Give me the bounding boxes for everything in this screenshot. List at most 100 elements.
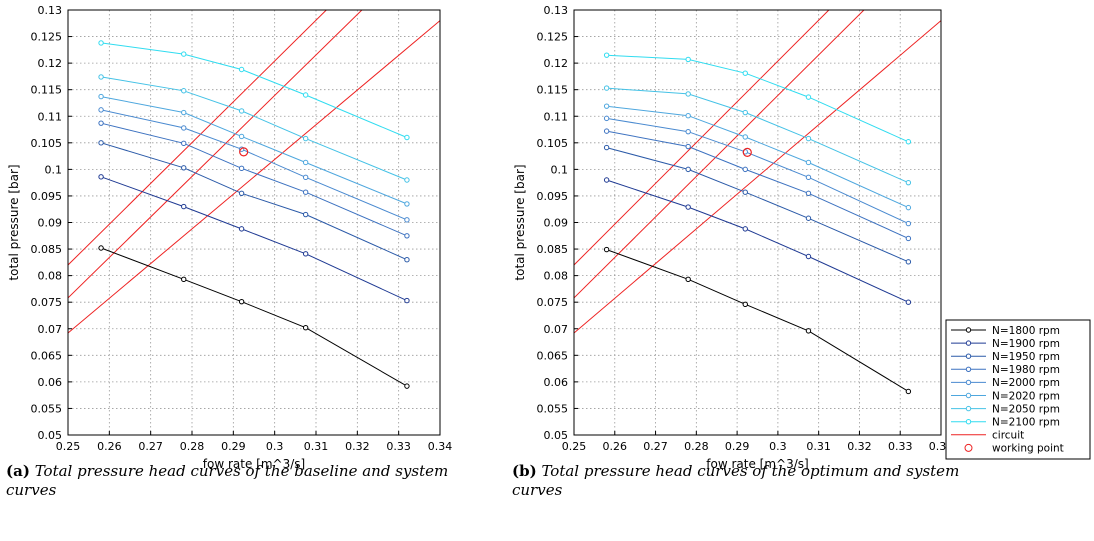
chart-b-y-tick-label: 0.11 xyxy=(544,110,569,123)
chart-a-y-tick-label: 0.13 xyxy=(38,4,63,17)
chart-a-series-point xyxy=(181,88,187,94)
chart-b-series-point xyxy=(905,259,912,265)
chart-b-series-point xyxy=(603,115,610,122)
chart-b-y-tick-label: 0.065 xyxy=(537,349,569,362)
chart-a-y-tick-label: 0.085 xyxy=(31,243,63,256)
chart-b-y-tick-label: 0.05 xyxy=(544,429,569,442)
chart-b-series-point xyxy=(685,204,691,210)
chart-a-series-point xyxy=(181,276,187,283)
chart-b-series-point xyxy=(603,52,610,58)
chart-a-series-point xyxy=(302,174,309,181)
chart-b-y-tick-label: 0.09 xyxy=(544,217,569,230)
chart-b-series-point xyxy=(685,56,691,63)
chart-b-series-point xyxy=(905,220,912,227)
chart-b-legend-label: N=2000 rpm xyxy=(992,377,1060,389)
chart-b-legend-label: circuit xyxy=(992,430,1024,442)
chart-b-frame xyxy=(573,9,942,436)
chart-a-series-point xyxy=(404,217,410,223)
chart-a-series-point xyxy=(302,211,309,218)
chart-b-series-point xyxy=(603,128,610,134)
chart-a-y-tick-label: 0.08 xyxy=(38,270,63,283)
chart-b-circuit-line-2 xyxy=(574,10,865,299)
chart-a-series-point xyxy=(238,66,245,73)
chart-a-series-point xyxy=(181,109,187,116)
chart-b-series-point xyxy=(742,226,748,232)
chart-a-series-point xyxy=(404,383,410,389)
chart-a-series-point xyxy=(98,245,104,251)
chart-b-series-point xyxy=(742,109,748,116)
chart-b-series-point xyxy=(685,166,691,173)
chart-a: 0.25 0.26 0.27 0.28 0.29 0.3 0.31 0.32 0.33 0.34 0… xyxy=(7,4,452,471)
chart-b-y-tick-label: 0.07 xyxy=(544,323,569,336)
chart-b-series-point xyxy=(805,135,812,142)
chart-b-legend-marker xyxy=(965,392,972,399)
chart-b-series-point xyxy=(685,143,691,150)
chart-a-x-tick-label: 0.33 xyxy=(386,440,411,453)
chart-b-y-tick-label: 0.08 xyxy=(544,270,569,283)
chart-b-legend-marker xyxy=(965,340,972,346)
chart-a-series-point xyxy=(302,92,309,98)
chart-b-y-tick-label: 0.105 xyxy=(537,137,569,150)
chart-a-y-tick-label: 0.12 xyxy=(38,57,63,70)
chart-b-series-point xyxy=(685,91,691,97)
chart-b-legend-label: N=1950 rpm xyxy=(992,351,1060,363)
chart-a-series-point xyxy=(98,107,104,113)
chart-a-series-point xyxy=(404,134,410,141)
chart-a-series-point xyxy=(302,135,309,142)
chart-a-series-point xyxy=(404,201,410,207)
chart-a-series-point xyxy=(238,165,245,172)
chart-b: 0.25 0.26 0.27 0.28 0.29 0.3 0.31 0.32 0.33 0.340… xyxy=(513,4,1091,471)
chart-b-x-tick-label: 0.3 xyxy=(769,440,787,453)
chart-a-series-point xyxy=(302,251,309,257)
chart-a-x-axis-label: fow rate [m^3/s] xyxy=(203,457,305,471)
chart-b-y-tick-label: 0.075 xyxy=(537,296,569,309)
chart-a-series-point xyxy=(181,125,187,131)
caption-a-tag: (a) xyxy=(6,462,30,480)
chart-b-y-tick-label: 0.115 xyxy=(537,84,569,97)
chart-b-series-point xyxy=(742,301,748,308)
chart-a-series-point xyxy=(181,140,187,147)
chart-a-circuit-line-3 xyxy=(68,20,440,334)
chart-b-series-point xyxy=(742,134,748,140)
chart-b-series-point xyxy=(905,204,912,211)
chart-a-series-point xyxy=(181,165,187,171)
chart-b-series-point xyxy=(805,190,812,196)
chart-a-x-tick-label: 0.3 xyxy=(266,440,284,453)
chart-b-series-point xyxy=(805,328,812,334)
chart-b-x-tick-label: 0.27 xyxy=(643,440,668,453)
chart-b-series-point xyxy=(905,139,912,145)
chart-b-data-layer xyxy=(574,10,941,395)
chart-a-y-axis-label: total pressure [bar] xyxy=(7,164,21,280)
chart-b-x-tick-label: 0.29 xyxy=(725,440,750,453)
chart-a-frame xyxy=(67,9,441,436)
chart-a-series-point xyxy=(404,297,410,304)
chart-a-y-tick-label: 0.055 xyxy=(31,402,63,415)
chart-a-series-point xyxy=(238,133,245,140)
chart-a-series-point xyxy=(98,40,104,46)
chart-a-data-layer xyxy=(68,10,440,389)
caption-a: (a) Total pressure head curves of the ba… xyxy=(6,462,486,500)
chart-a-series-point xyxy=(404,256,410,263)
chart-a-working-point xyxy=(239,147,249,157)
chart-b-series-point xyxy=(905,299,912,305)
chart-a-y-tick-label: 0.1 xyxy=(45,163,63,176)
chart-b-x-axis-label: fow rate [m^3/s] xyxy=(706,457,808,471)
chart-a-y-tick-label: 0.075 xyxy=(31,296,63,309)
chart-b-y-tick-label: 0.06 xyxy=(544,376,569,389)
chart-a-series-point xyxy=(238,108,245,114)
chart-b-series-point xyxy=(905,388,912,395)
chart-b-circuit-line-1 xyxy=(574,10,830,266)
chart-b-series-point xyxy=(685,113,691,119)
chart-b-series-point xyxy=(742,166,748,173)
chart-a-series-point xyxy=(98,74,104,80)
chart-a-x-tick-label: 0.26 xyxy=(97,440,122,453)
chart-a-y-tick-label: 0.095 xyxy=(31,190,63,203)
chart-a-y-tick-label: 0.115 xyxy=(31,84,63,97)
chart-a-y-tick-label: 0.105 xyxy=(31,137,63,150)
chart-b-series-point xyxy=(603,103,610,109)
chart-b-series-point xyxy=(685,128,691,135)
chart-a-series-point xyxy=(302,189,309,195)
chart-a-series-point xyxy=(98,93,104,100)
